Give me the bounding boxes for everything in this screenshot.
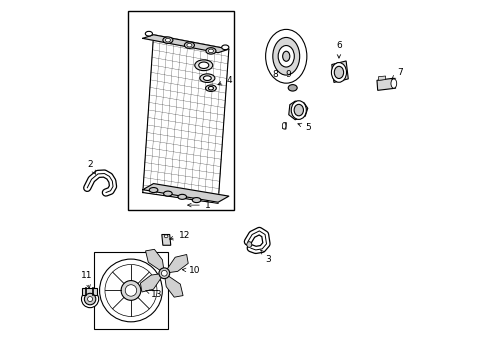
Ellipse shape — [178, 194, 187, 199]
Text: 10: 10 — [182, 266, 201, 275]
Ellipse shape — [334, 66, 343, 78]
Ellipse shape — [203, 76, 211, 81]
Ellipse shape — [247, 242, 252, 247]
Polygon shape — [146, 249, 164, 273]
Ellipse shape — [221, 45, 229, 50]
Ellipse shape — [184, 42, 195, 48]
Ellipse shape — [192, 198, 201, 203]
Ellipse shape — [121, 280, 141, 300]
Bar — [128, 12, 234, 211]
Ellipse shape — [105, 265, 157, 316]
Polygon shape — [283, 123, 286, 129]
Ellipse shape — [166, 39, 171, 42]
Ellipse shape — [266, 30, 307, 83]
Ellipse shape — [99, 259, 162, 322]
Ellipse shape — [159, 268, 170, 279]
Text: 3: 3 — [261, 250, 271, 264]
Text: 2: 2 — [87, 160, 96, 175]
Ellipse shape — [291, 101, 306, 120]
Ellipse shape — [195, 60, 213, 71]
Text: 6: 6 — [336, 41, 342, 58]
Text: 13: 13 — [146, 289, 163, 298]
Ellipse shape — [146, 31, 152, 36]
Ellipse shape — [283, 51, 290, 61]
Ellipse shape — [278, 45, 294, 67]
Ellipse shape — [149, 188, 158, 193]
Polygon shape — [164, 255, 188, 273]
Text: 1: 1 — [188, 201, 211, 210]
Polygon shape — [378, 76, 386, 80]
Ellipse shape — [282, 123, 286, 129]
Polygon shape — [143, 35, 229, 53]
Ellipse shape — [200, 74, 215, 82]
Ellipse shape — [391, 79, 397, 88]
Ellipse shape — [161, 270, 167, 276]
Bar — [94, 252, 168, 329]
Ellipse shape — [187, 43, 192, 47]
Polygon shape — [164, 273, 183, 297]
Text: 4: 4 — [218, 76, 232, 85]
Ellipse shape — [288, 85, 297, 91]
Polygon shape — [82, 288, 97, 295]
Ellipse shape — [206, 48, 216, 54]
Ellipse shape — [208, 86, 214, 90]
Polygon shape — [162, 234, 171, 245]
Polygon shape — [143, 35, 229, 203]
Ellipse shape — [164, 235, 168, 238]
Text: 8: 8 — [272, 71, 278, 80]
Text: 7: 7 — [392, 68, 403, 79]
Ellipse shape — [199, 62, 209, 68]
Text: 9: 9 — [285, 71, 291, 80]
Ellipse shape — [84, 293, 96, 305]
Ellipse shape — [331, 63, 346, 82]
Polygon shape — [289, 101, 308, 120]
Polygon shape — [332, 61, 348, 82]
Text: 12: 12 — [170, 231, 190, 240]
Text: 11: 11 — [81, 271, 92, 288]
Polygon shape — [377, 78, 395, 90]
Ellipse shape — [88, 297, 93, 302]
Ellipse shape — [81, 291, 98, 308]
Ellipse shape — [164, 191, 172, 196]
Ellipse shape — [208, 49, 214, 53]
Ellipse shape — [163, 37, 173, 43]
Ellipse shape — [273, 37, 300, 75]
Ellipse shape — [205, 85, 216, 91]
Ellipse shape — [294, 104, 303, 116]
Polygon shape — [141, 273, 164, 292]
Polygon shape — [143, 184, 229, 202]
Text: 5: 5 — [298, 123, 311, 132]
Ellipse shape — [125, 285, 137, 296]
